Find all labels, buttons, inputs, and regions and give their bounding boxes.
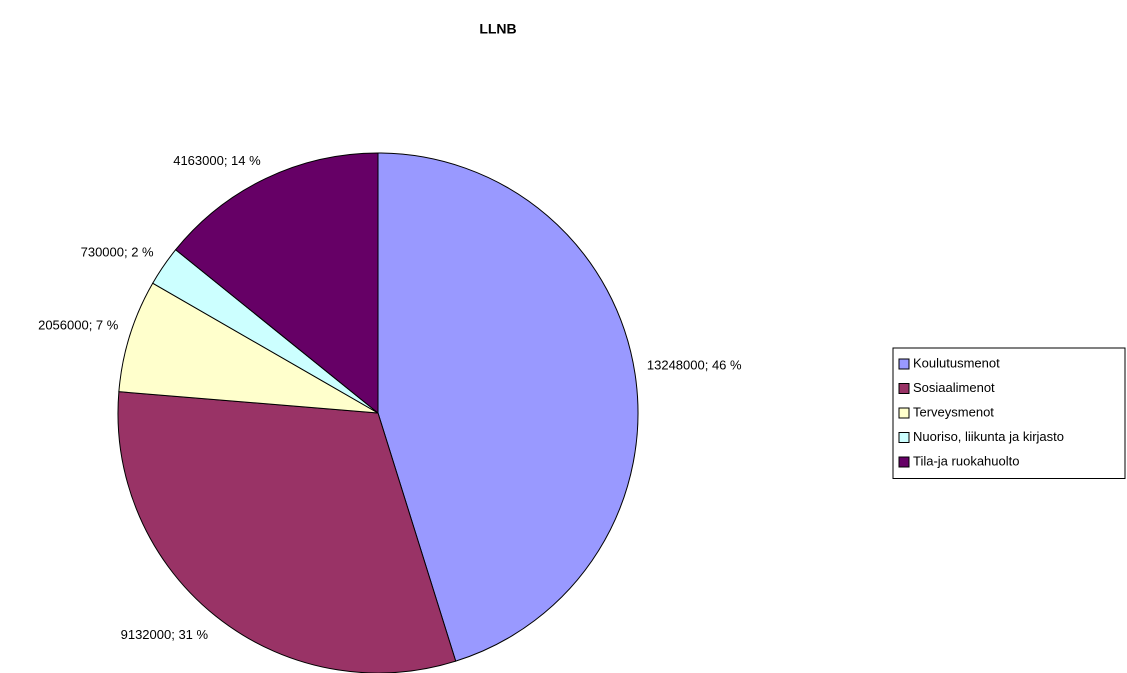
data-label: 2056000; 7 % — [38, 317, 119, 332]
legend-label: Nuoriso, liikunta ja kirjasto — [913, 429, 1064, 444]
legend-label: Sosiaalimenot — [913, 380, 995, 395]
data-label: 13248000; 46 % — [647, 357, 742, 372]
pie-slice — [174, 152, 379, 415]
legend-box — [892, 347, 1126, 479]
legend-swatch — [898, 358, 910, 370]
legend-label: Koulutusmenot — [913, 355, 1000, 370]
pie-slice — [377, 152, 639, 662]
legend-label: Tila-ja ruokahuolto — [913, 453, 1019, 468]
data-label: 4163000; 14 % — [173, 153, 261, 168]
pie-slice — [118, 282, 379, 414]
legend-swatch — [898, 407, 910, 419]
data-label: 730000; 2 % — [81, 245, 154, 260]
legend-swatch — [898, 383, 910, 394]
legend-swatch — [898, 432, 910, 443]
data-label: 9132000; 31 % — [121, 627, 209, 642]
chart-title: LLNB — [479, 21, 516, 37]
legend-label: Terveysmenot — [913, 404, 994, 419]
legend-swatch — [898, 456, 910, 468]
